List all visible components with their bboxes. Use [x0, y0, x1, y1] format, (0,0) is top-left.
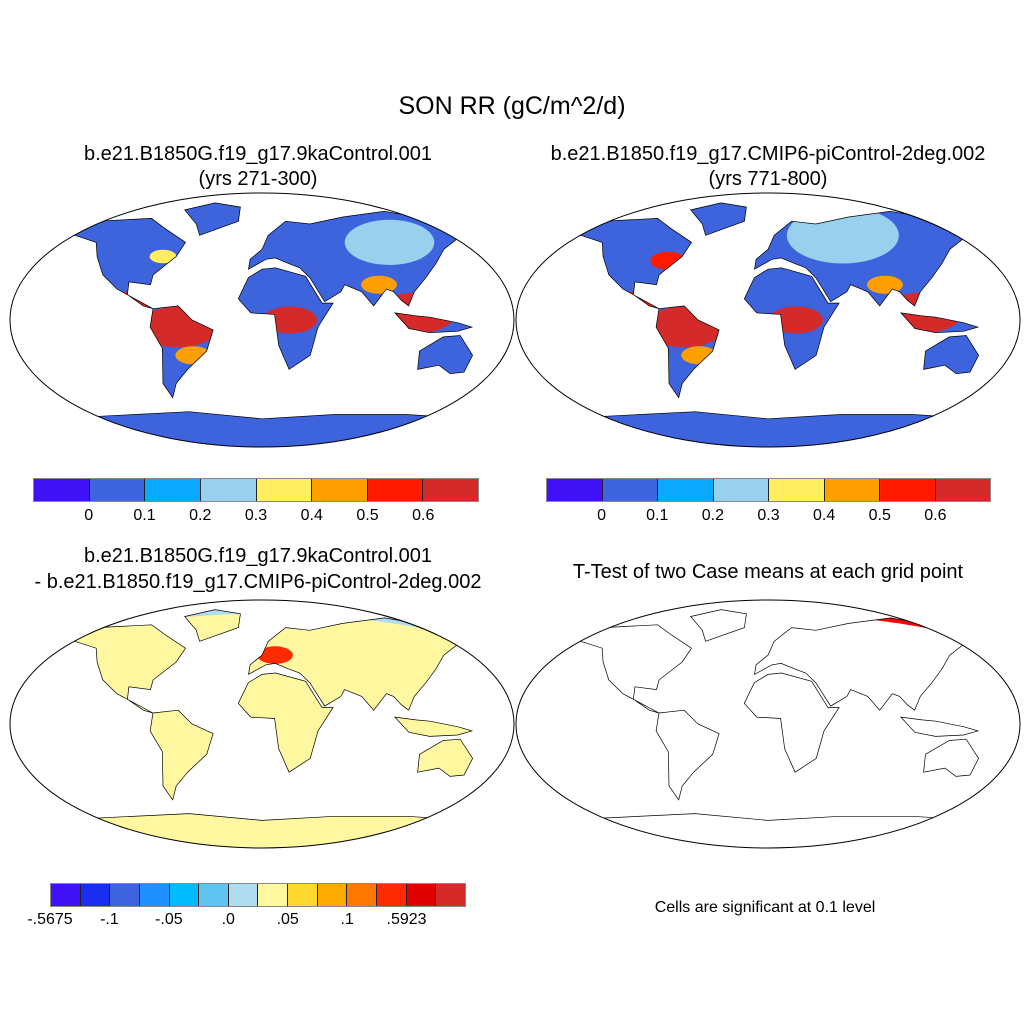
panel2-subtitle: (yrs 771-800) [708, 168, 828, 190]
colorbar-box [51, 884, 81, 906]
colorbar-box [713, 479, 769, 501]
colorbar-box [312, 479, 368, 501]
map-boundary [515, 192, 1021, 448]
colorbar-box [406, 884, 437, 906]
value-patch [786, 207, 899, 264]
colorbar-box [769, 479, 825, 501]
colorbar-label: 0.2 [189, 507, 212, 524]
colorbar-label: .5923 [386, 911, 427, 928]
colorbar-difference [50, 883, 466, 907]
value-patch [881, 292, 963, 334]
colorbar-label: .0 [221, 911, 235, 928]
colorbar-label: -.1 [100, 911, 119, 928]
colorbar-box [377, 884, 407, 906]
map-panel-3-difference [9, 599, 515, 849]
map-panel-1 [9, 192, 515, 448]
value-patch [344, 219, 435, 265]
value-patch [650, 251, 687, 270]
land-an [555, 411, 981, 447]
panel2-title: b.e21.B1850.f19_g17.CMIP6-piControl-2deg… [550, 143, 986, 165]
colorbar-panel-1 [33, 478, 479, 502]
colorbar-box [145, 479, 201, 501]
map-boundary [9, 192, 515, 448]
colorbar-box [169, 884, 200, 906]
colorbar-box [34, 479, 90, 501]
colorbar-box [547, 479, 603, 501]
panel3-subtitle: - b.e21.B1850.f19_g17.CMIP6-piControl-2d… [34, 571, 482, 593]
panel4-title: T-Test of two Case means at each grid po… [572, 561, 964, 583]
colorbar-label: 0 [84, 507, 94, 524]
land-gl [184, 202, 241, 236]
colorbar-box [258, 884, 289, 906]
colorbar-label: -.05 [155, 911, 183, 928]
colorbar-box [880, 479, 936, 501]
map-panel-2 [515, 192, 1021, 448]
colorbar-label: 0.5 [868, 507, 891, 524]
colorbar-box [89, 479, 146, 501]
colorbar-box [256, 479, 313, 501]
map-panel-4-ttest [515, 599, 1021, 849]
colorbar-label: .05 [276, 911, 299, 928]
colorbar-label: 0.1 [646, 507, 669, 524]
map-boundary [9, 599, 515, 849]
colorbar-box [436, 884, 465, 906]
colorbar-label: 0.5 [356, 507, 379, 524]
figure-title: SON RR (gC/m^2/d) [398, 92, 626, 120]
value-patch [375, 292, 457, 334]
colorbar-box [602, 479, 658, 501]
value-patch [175, 346, 212, 365]
colorbar-box [200, 479, 257, 501]
colorbar-label: 0.6 [924, 507, 947, 524]
colorbar-label: 0.2 [701, 507, 724, 524]
colorbar-label: 0.6 [412, 507, 435, 524]
land-na [562, 218, 692, 309]
colorbar-box [199, 884, 229, 906]
colorbar-box [288, 884, 318, 906]
colorbar-box [367, 479, 424, 501]
value-patch [624, 289, 661, 308]
land-gl [690, 202, 747, 236]
map-boundary [515, 599, 1021, 849]
significance-note: Cells are significant at 0.1 level [654, 899, 876, 916]
panel1-subtitle: (yrs 271-300) [198, 168, 318, 190]
value-patch [921, 753, 958, 772]
value-patch [681, 346, 718, 365]
land-an [49, 411, 475, 447]
land-au [923, 335, 979, 374]
value-patch [769, 306, 823, 334]
colorbar-box [139, 884, 170, 906]
colorbar-box [423, 479, 478, 501]
colorbar-label: 0.4 [813, 507, 836, 524]
colorbar-box [658, 479, 714, 501]
colorbar-panel-2 [546, 478, 991, 502]
colorbar-label: .1 [340, 911, 354, 928]
colorbar-box [347, 884, 378, 906]
colorbar-box [80, 884, 111, 906]
value-patch [257, 646, 293, 664]
colorbar-box [317, 884, 348, 906]
colorbar-label: -.5675 [27, 911, 73, 928]
value-patch [677, 609, 768, 643]
panel3-title: b.e21.B1850G.f19_g17.9kaControl.001 [83, 545, 433, 567]
value-patch [555, 613, 991, 848]
colorbar-box [824, 479, 880, 501]
colorbar-box [228, 884, 259, 906]
value-patch [263, 306, 317, 334]
panel1-title: b.e21.B1850G.f19_g17.9kaControl.001 [83, 143, 433, 165]
land-au [417, 335, 473, 374]
land-na [56, 218, 186, 309]
value-patch [49, 613, 485, 848]
colorbar-box [935, 479, 990, 501]
colorbar-label: 0 [597, 507, 607, 524]
value-patch [118, 289, 155, 308]
colorbar-label: 0.3 [244, 507, 268, 524]
colorbar-label: 0.4 [300, 507, 323, 524]
colorbar-label: 0.3 [757, 507, 780, 524]
value-patch [149, 249, 177, 264]
colorbar-label: 0.1 [133, 507, 156, 524]
colorbar-box [110, 884, 140, 906]
